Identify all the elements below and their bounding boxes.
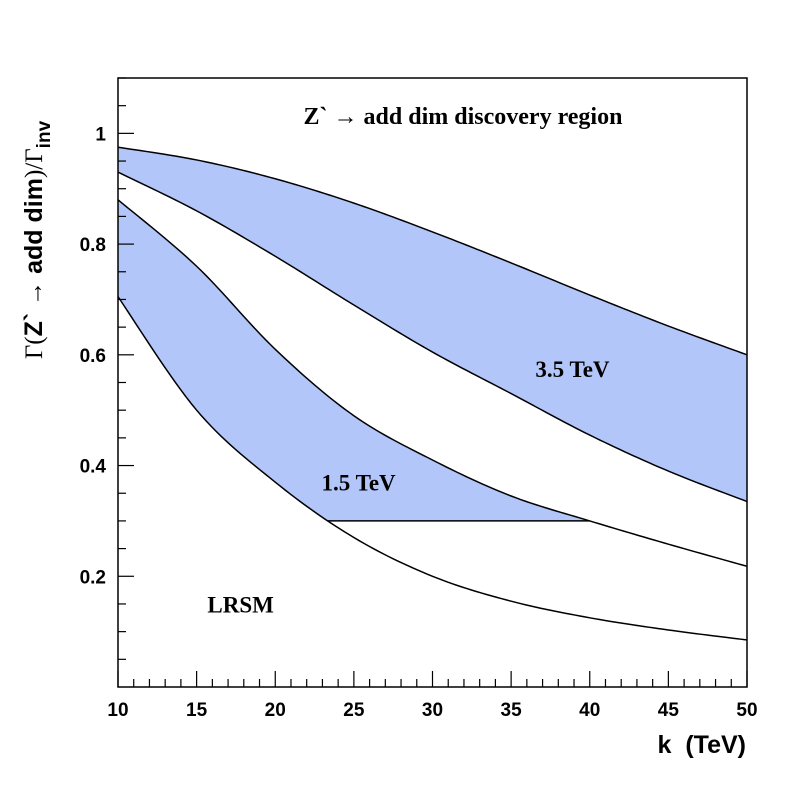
y-tick-label: 0.6 xyxy=(80,346,106,367)
band-1-5-tev xyxy=(118,199,590,521)
annotation-1-5-tev: 1.5 TeV xyxy=(322,470,397,495)
y-tick-label: 0.4 xyxy=(80,457,107,478)
x-tick-label: 30 xyxy=(422,700,443,721)
x-tick-label: 10 xyxy=(107,700,128,721)
y-tick-label: 1 xyxy=(95,124,106,145)
annotation-lrsm: LRSM xyxy=(207,592,274,617)
ticks-layer xyxy=(117,77,748,687)
y-axis-title-subscript: inv xyxy=(34,120,55,148)
annotations-layer: 3.5 TeV 1.5 TeV LRSM xyxy=(207,357,609,617)
bands-layer xyxy=(118,147,747,521)
tick-labels-layer: 10 15 20 25 30 35 40 45 50 0.2 0.4 0.6 0.8 1 xyxy=(80,124,758,721)
y-tick-label: 0.8 xyxy=(80,235,106,256)
series-line-3 xyxy=(117,199,748,568)
x-tick-label: 45 xyxy=(658,700,680,721)
series-line-1 xyxy=(117,146,748,356)
x-tick-label: 25 xyxy=(343,700,365,721)
series-line-4 xyxy=(117,296,748,641)
y-axis-title-prefix: Γ( xyxy=(21,336,48,359)
y-axis-title: Γ(Z` → add dim)/Γinv xyxy=(20,120,55,359)
lines-layer xyxy=(117,146,748,641)
x-tick-label: 50 xyxy=(736,700,757,721)
y-axis-title-main: Z` → add dim xyxy=(20,178,48,336)
x-tick-label: 35 xyxy=(501,700,523,721)
x-tick-label: 20 xyxy=(265,700,286,721)
series-line-2 xyxy=(117,171,748,503)
x-axis-title: k (TeV) xyxy=(658,731,746,759)
annotation-3-5-tev: 3.5 TeV xyxy=(535,357,610,382)
band-3-5-tev xyxy=(118,147,747,502)
x-tick-label: 15 xyxy=(186,700,208,721)
y-tick-label: 0.2 xyxy=(80,567,106,588)
x-tick-label: 40 xyxy=(579,700,600,721)
y-axis-title-suffix: )/Γ xyxy=(21,148,48,178)
chart-title: Z` → add dim discovery region xyxy=(304,104,623,130)
